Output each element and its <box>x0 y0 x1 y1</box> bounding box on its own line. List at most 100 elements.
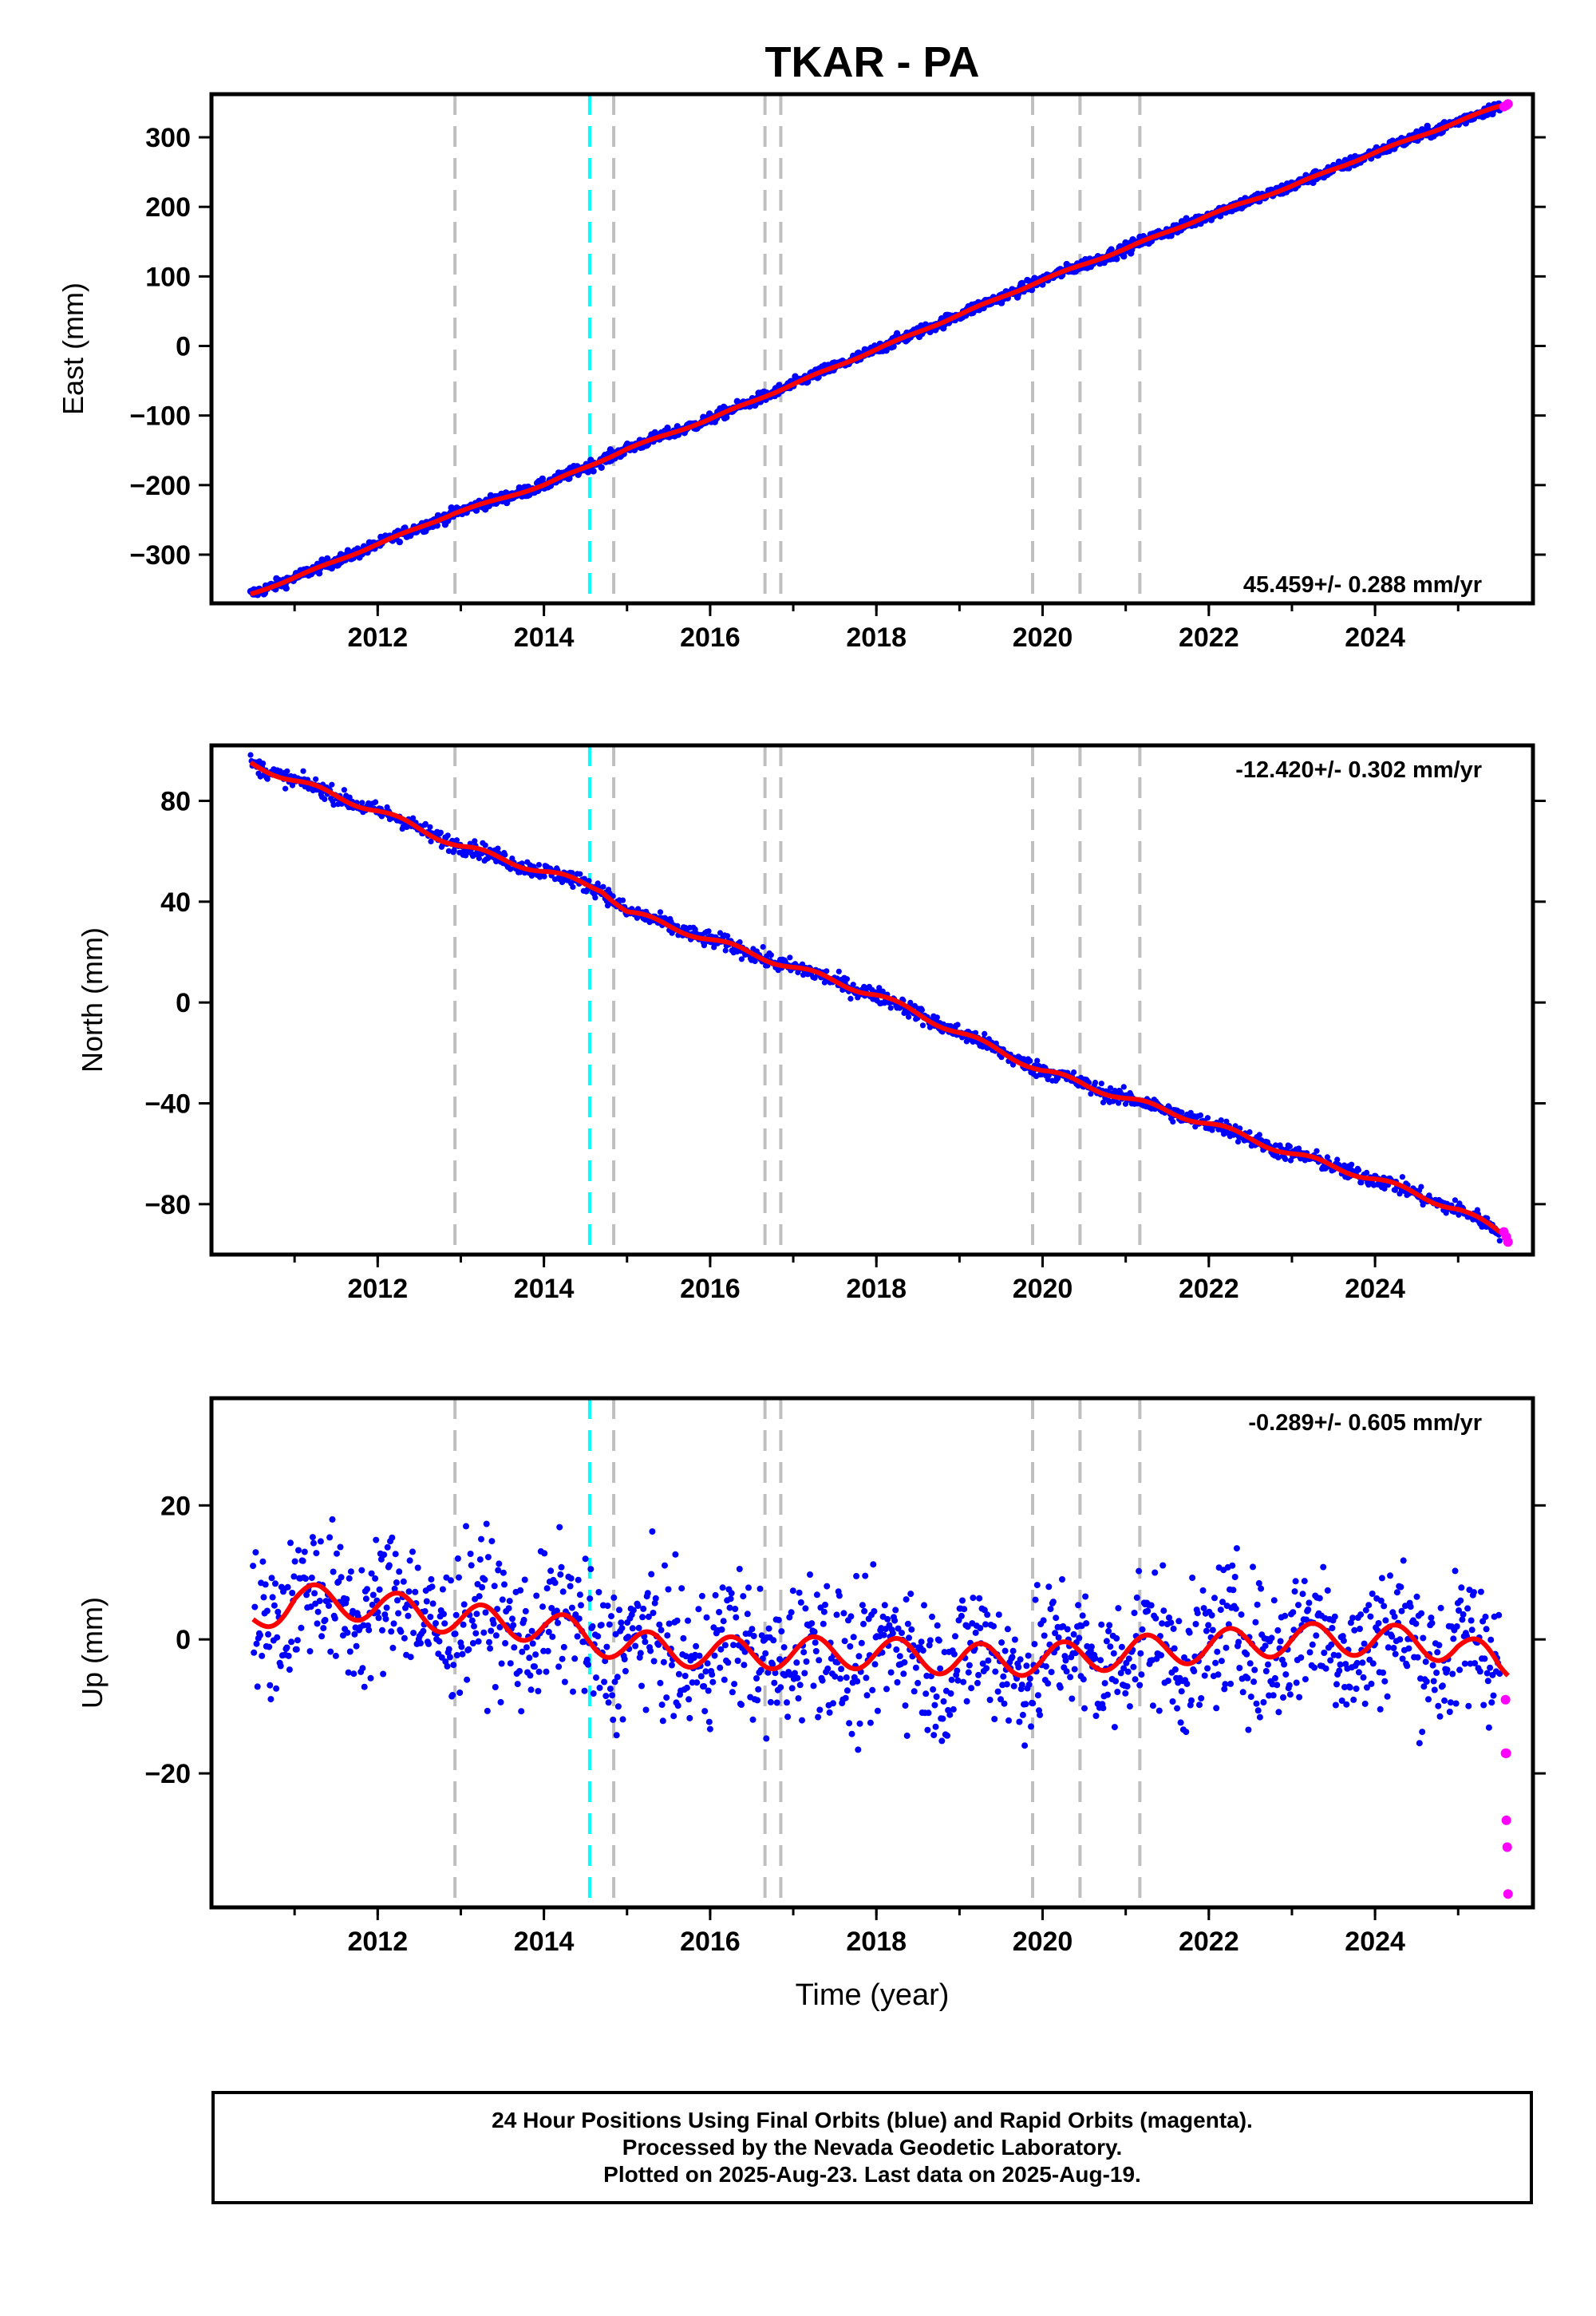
data-point <box>1391 1613 1398 1620</box>
data-point <box>960 1678 967 1686</box>
data-point <box>1022 1701 1029 1708</box>
data-point <box>884 1615 891 1622</box>
data-point <box>685 1617 691 1624</box>
data-point <box>702 1668 709 1675</box>
data-point <box>444 832 451 839</box>
data-point <box>1001 1700 1008 1707</box>
data-point <box>265 1630 272 1638</box>
data-point <box>855 1746 862 1753</box>
x-tick-label: 2016 <box>680 1927 741 1957</box>
data-point <box>1158 1652 1164 1659</box>
data-point <box>612 1630 619 1638</box>
data-point <box>1418 1610 1425 1617</box>
data-point <box>532 1651 539 1658</box>
data-point <box>1131 1610 1138 1616</box>
data-point <box>1041 1632 1048 1639</box>
data-point <box>946 1711 954 1718</box>
data-point <box>855 1653 863 1660</box>
data-point <box>935 1637 942 1644</box>
data-point <box>494 1606 501 1613</box>
data-point <box>1098 1081 1104 1087</box>
data-point <box>863 1692 871 1699</box>
data-point <box>907 1591 915 1598</box>
data-point <box>1362 1607 1369 1614</box>
data-point <box>1200 1605 1207 1612</box>
x-tick-label: 2018 <box>846 622 907 653</box>
data-point <box>1399 1174 1405 1180</box>
data-point <box>575 1615 583 1622</box>
data-point <box>310 1539 317 1547</box>
data-point <box>1365 1602 1373 1609</box>
data-point <box>732 1606 739 1612</box>
data-point <box>1028 1723 1034 1730</box>
data-point <box>793 1659 800 1666</box>
data-point <box>392 1551 399 1558</box>
data-point <box>1113 1634 1120 1642</box>
data-point <box>1296 1694 1303 1701</box>
x-axis-label: Time (year) <box>796 1978 950 2012</box>
data-point <box>1092 1713 1100 1719</box>
data-point <box>651 1599 658 1607</box>
data-point <box>507 1660 514 1667</box>
data-point <box>693 1679 701 1686</box>
data-point <box>883 1686 890 1693</box>
data-point <box>389 1644 397 1651</box>
data-point <box>659 1717 666 1725</box>
data-point <box>1292 1578 1299 1585</box>
data-point <box>678 1585 685 1592</box>
data-point <box>1256 1713 1263 1721</box>
data-point <box>544 1647 551 1654</box>
data-point <box>429 1600 437 1607</box>
data-point <box>813 1591 820 1599</box>
data-point <box>272 1580 279 1587</box>
data-point <box>1384 1693 1391 1700</box>
data-point <box>1092 1079 1099 1086</box>
data-point <box>427 1614 434 1620</box>
data-point <box>1156 1707 1163 1714</box>
data-point <box>614 1703 622 1710</box>
data-point <box>586 878 592 884</box>
data-point <box>1359 1659 1366 1666</box>
data-point <box>1137 1650 1144 1657</box>
data-point <box>778 1628 785 1635</box>
data-point <box>1075 1602 1082 1609</box>
data-point <box>472 1630 480 1637</box>
data-point <box>887 1005 894 1011</box>
data-point <box>1412 1620 1420 1627</box>
data-point <box>1026 1675 1033 1682</box>
data-point <box>650 1610 657 1616</box>
data-point <box>947 1023 954 1030</box>
data-point <box>1170 1625 1177 1632</box>
data-point <box>665 1586 672 1593</box>
data-point <box>1064 1626 1071 1633</box>
data-point <box>644 1590 651 1597</box>
rapid-orbit-points <box>1500 1694 1513 1899</box>
data-point <box>1148 1602 1155 1609</box>
data-point <box>1152 1614 1159 1622</box>
data-point <box>730 1642 737 1649</box>
data-point <box>1331 1613 1338 1620</box>
data-point <box>396 1568 403 1575</box>
data-point <box>1108 246 1115 253</box>
data-point <box>383 1604 390 1611</box>
data-point <box>1194 1610 1201 1617</box>
x-tick-label: 2012 <box>347 1927 408 1957</box>
data-point <box>1255 1579 1262 1587</box>
data-point <box>773 1699 780 1706</box>
x-tick-label: 2014 <box>514 622 575 653</box>
data-point <box>1227 1680 1235 1687</box>
data-point <box>1236 1665 1243 1671</box>
data-point <box>1496 1670 1503 1678</box>
data-point <box>1171 1645 1178 1652</box>
data-point <box>433 1620 439 1626</box>
data-point <box>703 1614 710 1621</box>
data-point <box>264 776 271 782</box>
data-point <box>397 1628 405 1635</box>
data-point <box>448 1577 454 1584</box>
rapid-orbit-points <box>1499 99 1513 112</box>
data-point <box>822 1601 828 1608</box>
data-point <box>1446 1709 1453 1715</box>
data-point <box>1175 1618 1183 1625</box>
data-point <box>775 1616 782 1623</box>
data-point <box>285 1652 292 1659</box>
